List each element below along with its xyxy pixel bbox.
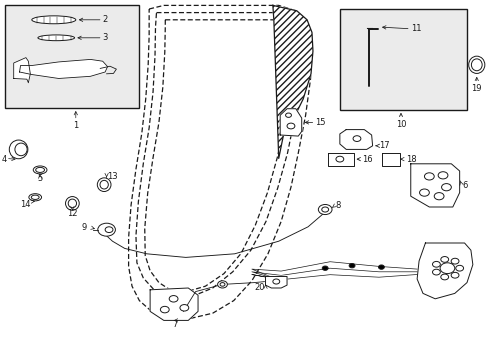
Ellipse shape	[29, 194, 41, 201]
Circle shape	[105, 227, 113, 233]
Text: 15: 15	[315, 118, 325, 127]
Text: 10: 10	[395, 120, 406, 129]
Polygon shape	[410, 164, 459, 207]
Ellipse shape	[97, 178, 111, 192]
Text: 8: 8	[335, 201, 340, 210]
Text: 2: 2	[102, 15, 108, 24]
Ellipse shape	[468, 56, 484, 73]
Bar	[339, 9, 466, 110]
Text: 1: 1	[73, 121, 78, 130]
Polygon shape	[20, 59, 107, 78]
Text: 12: 12	[67, 209, 78, 217]
Circle shape	[160, 306, 169, 313]
Text: 19: 19	[470, 84, 481, 93]
Circle shape	[440, 257, 447, 262]
Circle shape	[450, 258, 458, 264]
Circle shape	[180, 305, 188, 311]
Circle shape	[431, 261, 439, 267]
Circle shape	[378, 265, 384, 269]
Circle shape	[455, 265, 463, 271]
Polygon shape	[150, 288, 198, 320]
Polygon shape	[327, 153, 353, 166]
Text: 20: 20	[254, 284, 264, 292]
Circle shape	[441, 184, 450, 191]
Circle shape	[286, 123, 294, 129]
Circle shape	[321, 207, 328, 212]
Circle shape	[439, 263, 454, 274]
Text: 3: 3	[102, 33, 108, 42]
Polygon shape	[272, 5, 312, 158]
Polygon shape	[14, 58, 30, 83]
Circle shape	[450, 273, 458, 278]
Ellipse shape	[65, 197, 79, 210]
Ellipse shape	[32, 16, 76, 24]
Polygon shape	[265, 276, 286, 288]
Ellipse shape	[68, 199, 76, 208]
Circle shape	[169, 296, 178, 302]
Text: 18: 18	[405, 154, 416, 163]
Text: 13: 13	[106, 172, 117, 181]
Circle shape	[272, 279, 279, 284]
Circle shape	[217, 281, 227, 288]
Ellipse shape	[33, 166, 47, 174]
Ellipse shape	[9, 140, 28, 159]
Circle shape	[433, 193, 443, 200]
Circle shape	[335, 156, 343, 162]
Circle shape	[352, 136, 360, 141]
Circle shape	[437, 172, 447, 179]
Circle shape	[419, 189, 428, 196]
Text: 11: 11	[410, 24, 420, 33]
Text: 16: 16	[361, 154, 372, 163]
Circle shape	[348, 264, 354, 268]
Circle shape	[285, 113, 291, 117]
Text: 17: 17	[378, 141, 389, 150]
Circle shape	[318, 204, 331, 215]
Polygon shape	[382, 153, 399, 166]
Circle shape	[322, 266, 327, 270]
Ellipse shape	[100, 180, 108, 189]
Ellipse shape	[36, 167, 44, 172]
Circle shape	[424, 173, 433, 180]
Ellipse shape	[38, 35, 74, 41]
Bar	[5, 5, 139, 108]
Text: 9: 9	[81, 223, 87, 232]
Ellipse shape	[15, 143, 27, 156]
Ellipse shape	[470, 59, 481, 71]
Text: 5: 5	[38, 174, 42, 183]
Circle shape	[220, 283, 224, 286]
Ellipse shape	[31, 195, 39, 199]
Circle shape	[431, 269, 439, 275]
Text: 6: 6	[461, 181, 467, 190]
Polygon shape	[280, 109, 301, 136]
Text: 14: 14	[20, 200, 31, 209]
Polygon shape	[416, 243, 472, 299]
Polygon shape	[339, 130, 372, 149]
Text: 7: 7	[172, 320, 177, 329]
Text: 4: 4	[1, 154, 7, 163]
Circle shape	[98, 223, 115, 236]
Circle shape	[440, 274, 447, 280]
